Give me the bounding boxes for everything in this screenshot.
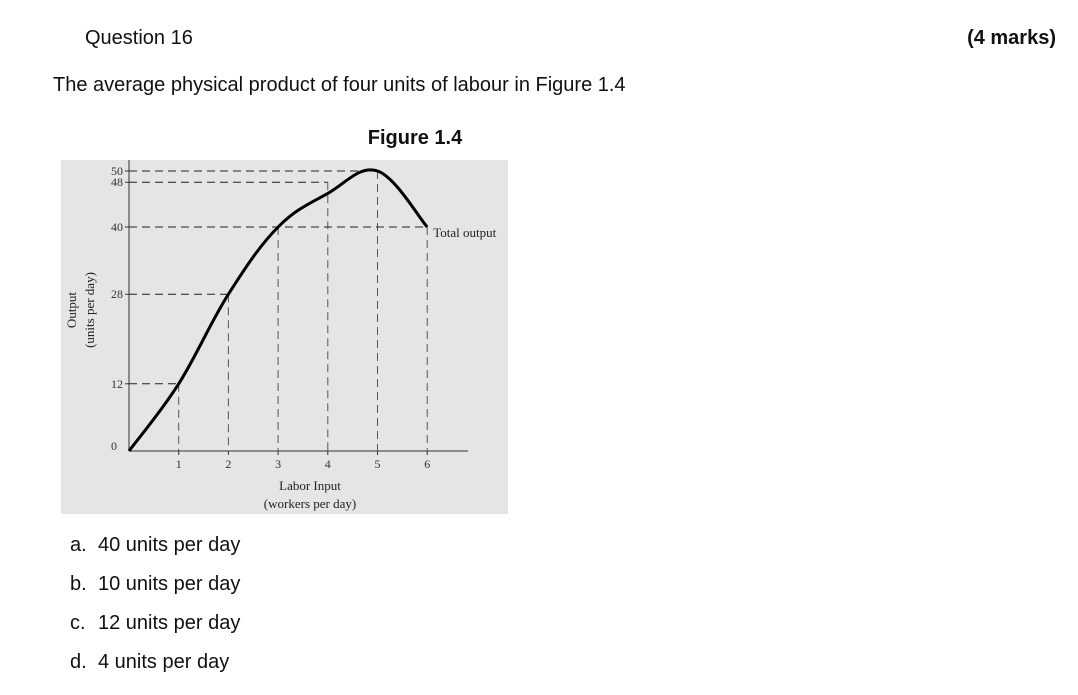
y-tick-label: 50 (111, 164, 123, 178)
x-tick-label: 5 (375, 457, 381, 471)
y-tick-label: 40 (111, 220, 123, 234)
option-c[interactable]: c. 12 units per day (70, 610, 240, 649)
y-axis-units: (units per day) (82, 272, 97, 348)
question-prompt: The average physical product of four uni… (53, 74, 626, 96)
option-text: 4 units per day (98, 651, 230, 673)
x-tick-label: 2 (225, 457, 231, 471)
answer-options: a. 40 units per day b. 10 units per day … (70, 532, 240, 688)
option-text: 10 units per day (98, 573, 241, 595)
option-a[interactable]: a. 40 units per day (70, 532, 240, 571)
y-tick-label: 28 (111, 287, 123, 301)
x-axis-label: Labor Input (279, 478, 341, 493)
y-axis-label: Output (64, 292, 79, 329)
total-output-curve (127, 168, 429, 452)
y-tick-label: 12 (111, 377, 123, 391)
option-text: 40 units per day (98, 534, 241, 556)
figure-title: Figure 1.4 (367, 127, 463, 149)
option-letter: b. (70, 573, 87, 595)
option-letter: a. (70, 534, 87, 556)
series-label-total-output: Total output (433, 225, 496, 240)
option-letter: d. (70, 651, 87, 673)
y-tick-label: 48 (111, 175, 123, 189)
x-tick-label: 6 (424, 457, 430, 471)
marks-label: (4 marks) (967, 27, 1056, 49)
option-letter: c. (70, 612, 86, 634)
x-axis-units: (workers per day) (264, 496, 356, 511)
origin-label: 0 (111, 439, 117, 453)
figure-total-output-chart: 12 28 40 48 50 0 1 2 3 4 5 6 Labor Input (workers per… (61, 160, 508, 514)
x-tick-label: 1 (176, 457, 182, 471)
option-b[interactable]: b. 10 units per day (70, 571, 240, 610)
x-tick-label: 4 (325, 457, 331, 471)
question-number: Question 16 (85, 27, 193, 49)
x-tick-label: 3 (275, 457, 281, 471)
option-text: 12 units per day (98, 612, 241, 634)
option-d[interactable]: d. 4 units per day (70, 649, 240, 688)
